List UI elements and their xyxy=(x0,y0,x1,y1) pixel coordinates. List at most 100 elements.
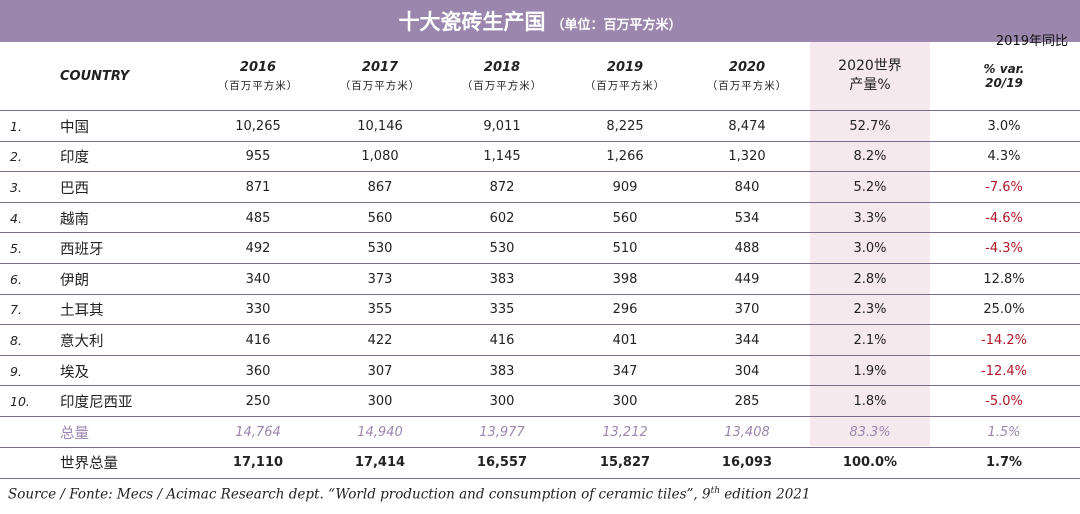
cell-var: -7.6% xyxy=(985,179,1023,195)
header-share: 2020世界 产量% xyxy=(810,42,930,110)
cell-v2018: 16,557 xyxy=(476,455,528,471)
cell-var: -14.2% xyxy=(981,332,1027,348)
cell-var: 4.3% xyxy=(987,149,1021,165)
cell-v2016: 492 xyxy=(245,241,271,257)
cell-v2018: 530 xyxy=(489,241,515,257)
row-rank: 10. xyxy=(10,394,30,410)
cell-v2019: 909 xyxy=(612,179,638,195)
cell-share: 2.1% xyxy=(853,332,887,348)
subtotal-row: 总量 14,764 14,940 13,977 13,212 13,408 83.3% 1.5… xyxy=(0,416,1080,448)
header-unit: （百万平方米） xyxy=(584,79,666,92)
cell-v2016: 360 xyxy=(245,363,271,379)
cell-v2019: 1,266 xyxy=(606,149,644,165)
header-2016: 2016 （百万平方米） xyxy=(198,42,318,110)
cell-var: -5.0% xyxy=(985,394,1023,410)
cell-v2019: 401 xyxy=(612,332,638,348)
cell-v2018: 1,145 xyxy=(483,149,521,165)
cell-v2020: 16,093 xyxy=(721,455,773,471)
cell-v2016: 955 xyxy=(245,149,271,165)
cell-v2016: 14,764 xyxy=(235,424,281,440)
cell-v2019: 300 xyxy=(612,394,638,410)
cell-v2019: 398 xyxy=(612,271,638,287)
table-title: 十大瓷砖生产国 xyxy=(398,10,546,34)
cell-v2018: 416 xyxy=(489,332,515,348)
cell-v2016: 250 xyxy=(245,394,271,410)
table-title-unit: （单位：百万平方米） xyxy=(551,17,682,33)
table-row: 3. 巴西 871 867 872 909 840 5.2% -7.6% xyxy=(0,171,1080,203)
total-row: 世界总量 17,110 17,414 16,557 15,827 16,093 100.0%… xyxy=(0,446,1080,480)
cell-v2018: 13,977 xyxy=(479,424,525,440)
cell-var: -4.6% xyxy=(985,210,1023,226)
cell-v2017: 867 xyxy=(367,179,393,195)
cell-v2018: 872 xyxy=(489,179,515,195)
cell-v2017: 560 xyxy=(367,210,393,226)
row-rank: 4. xyxy=(10,210,22,226)
row-country: 印度尼西亚 xyxy=(60,395,133,412)
header-2017: 2017 （百万平方米） xyxy=(320,42,440,110)
total-label: 世界总量 xyxy=(60,456,118,473)
row-country: 巴西 xyxy=(60,180,89,197)
cell-v2017: 10,146 xyxy=(357,118,403,134)
cell-var: 12.8% xyxy=(983,271,1025,287)
cell-share: 1.8% xyxy=(853,394,887,410)
table-row: 10. 印度尼西亚 250 300 300 300 285 1.8% -5.0% xyxy=(0,385,1080,417)
share-column-highlight xyxy=(810,42,930,446)
cell-v2019: 347 xyxy=(612,363,638,379)
table-row: 4. 越南 485 560 602 560 534 3.3% -4.6% xyxy=(0,201,1080,234)
header-unit: （百万平方米） xyxy=(339,79,421,92)
cell-v2016: 17,110 xyxy=(232,455,284,471)
row-rank: 9. xyxy=(10,363,22,379)
header-year: 2020 xyxy=(728,59,766,75)
table-row: 2. 印度 955 1,080 1,145 1,266 1,320 8.2% 4.3% xyxy=(0,140,1080,173)
row-rank: 8. xyxy=(10,332,22,348)
header-unit: （百万平方米） xyxy=(461,79,543,92)
table-row: 1. 中国 10,265 10,146 9,011 8,225 8,474 52.7% 3.0% xyxy=(0,110,1080,142)
cell-v2018: 335 xyxy=(489,302,515,318)
row-country: 埃及 xyxy=(60,364,89,381)
cell-v2020: 488 xyxy=(734,241,760,257)
row-rank: 5. xyxy=(10,241,22,257)
header-var-line2: 20/19 xyxy=(985,76,1023,90)
cell-v2019: 15,827 xyxy=(599,455,651,471)
row-rank: 1. xyxy=(10,118,22,134)
cell-v2019: 8,225 xyxy=(606,118,644,134)
header-var-line1: % var. xyxy=(983,62,1025,76)
header-year: 2017 xyxy=(361,59,399,75)
cell-v2016: 10,265 xyxy=(235,118,281,134)
cell-share: 3.0% xyxy=(853,241,887,257)
row-rank: 7. xyxy=(10,302,22,318)
cell-v2017: 300 xyxy=(367,394,393,410)
header-2019: 2019 （百万平方米） xyxy=(565,42,685,110)
row-country: 意大利 xyxy=(60,333,104,350)
cell-share: 1.9% xyxy=(853,363,887,379)
cell-v2016: 871 xyxy=(245,179,271,195)
cell-share: 3.3% xyxy=(853,210,887,226)
table-row: 8. 意大利 416 422 416 401 344 2.1% -14.2% xyxy=(0,324,1080,356)
row-country: 印度 xyxy=(60,150,89,167)
cell-v2018: 300 xyxy=(489,394,515,410)
cell-var: 3.0% xyxy=(987,118,1021,134)
row-country: 中国 xyxy=(60,119,89,136)
yoy-note: 2019年同比 xyxy=(995,34,1068,49)
cell-v2020: 449 xyxy=(734,271,760,287)
cell-var: -12.4% xyxy=(981,363,1027,379)
cell-share: 2.3% xyxy=(853,302,887,318)
header-unit: （百万平方米） xyxy=(217,79,299,92)
cell-share: 2.8% xyxy=(853,271,887,287)
row-country: 越南 xyxy=(60,211,89,228)
cell-v2016: 485 xyxy=(245,210,271,226)
row-country: 土耳其 xyxy=(60,303,104,320)
cell-v2017: 14,940 xyxy=(357,424,403,440)
country-header: COUNTRY xyxy=(60,68,130,84)
cell-v2020: 8,474 xyxy=(728,118,766,134)
cell-v2019: 296 xyxy=(612,302,638,318)
cell-v2019: 510 xyxy=(612,241,638,257)
cell-v2016: 340 xyxy=(245,271,271,287)
row-rank: 6. xyxy=(10,271,22,287)
source-edition: edition 2021 xyxy=(720,486,811,503)
row-country: 伊朗 xyxy=(60,272,89,289)
cell-var: 1.5% xyxy=(987,424,1021,440)
cell-v2020: 370 xyxy=(734,302,760,318)
source-superscript: th xyxy=(710,486,721,496)
row-rank: 3. xyxy=(10,179,22,195)
